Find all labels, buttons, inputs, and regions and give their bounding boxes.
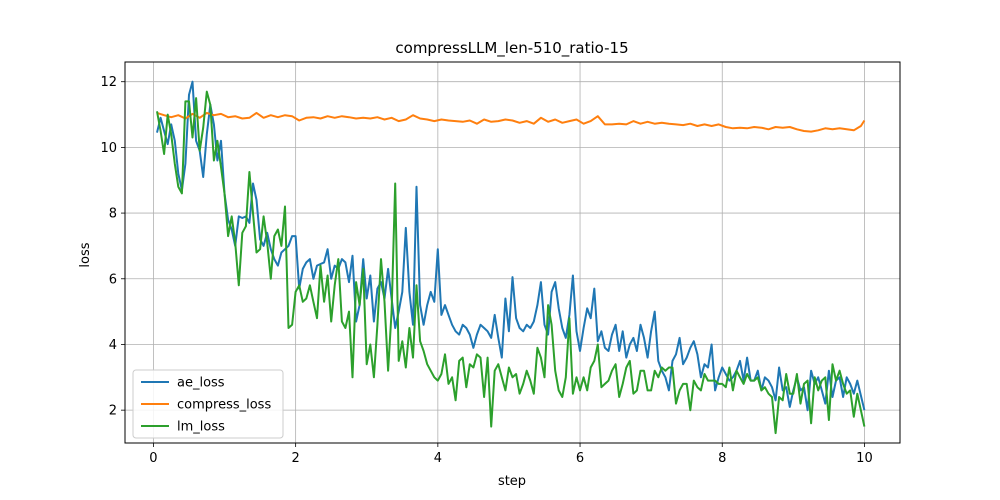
y-tick-label: 4 bbox=[109, 338, 117, 353]
y-tick-label: 12 bbox=[100, 75, 117, 90]
y-tick-label: 6 bbox=[109, 272, 117, 287]
y-axis-label: loss bbox=[78, 242, 93, 267]
y-tick-label: 2 bbox=[109, 404, 117, 419]
x-axis-ticks: 0 2 4 6 8 10 bbox=[149, 443, 873, 466]
series-lines bbox=[156, 80, 866, 435]
y-tick-label: 10 bbox=[100, 141, 117, 156]
series-line-ae_loss bbox=[156, 80, 866, 412]
x-tick-label: 8 bbox=[718, 451, 726, 466]
series-line-compress_loss bbox=[156, 111, 866, 133]
legend: ae_loss compress_loss lm_loss bbox=[132, 369, 284, 439]
y-axis-ticks: 2 4 6 8 10 12 bbox=[100, 75, 125, 419]
axes-frame bbox=[124, 61, 901, 444]
y-tick-label: 8 bbox=[109, 207, 117, 222]
x-tick-label: 10 bbox=[856, 451, 873, 466]
x-tick-label: 6 bbox=[576, 451, 584, 466]
legend-label-compress_loss: compress_loss bbox=[177, 398, 271, 413]
x-tick-label: 4 bbox=[434, 451, 442, 466]
legend-label-lm_loss: lm_loss bbox=[177, 420, 225, 435]
x-tick-label: 0 bbox=[149, 451, 157, 466]
legend-box bbox=[132, 369, 284, 439]
legend-label-ae_loss: ae_loss bbox=[177, 376, 225, 391]
x-tick-label: 2 bbox=[292, 451, 300, 466]
series-line-lm_loss bbox=[156, 90, 866, 435]
x-axis-label: step bbox=[498, 474, 526, 489]
chart-title: compressLLM_len-510_ratio-15 bbox=[395, 39, 628, 58]
plot-area: 0 2 4 6 8 10 2 4 6 8 10 12 bbox=[100, 61, 901, 466]
